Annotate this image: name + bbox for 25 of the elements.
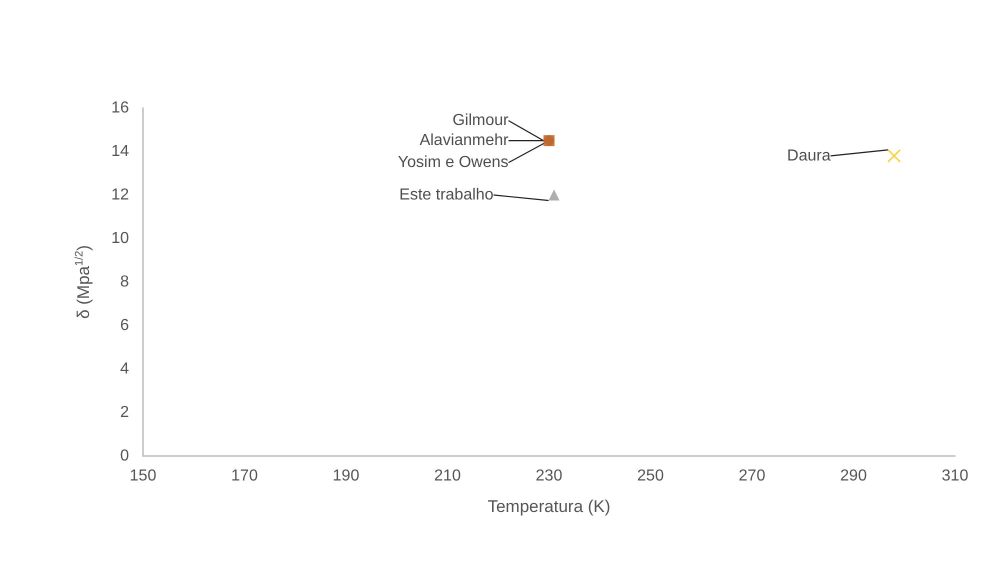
y-tick-label: 8 bbox=[120, 274, 130, 290]
x-tick-label: 270 bbox=[738, 468, 766, 484]
x-tick-label: 250 bbox=[637, 468, 664, 484]
y-tick-label: 0 bbox=[120, 448, 130, 464]
x-tick-label: 230 bbox=[536, 468, 562, 484]
x-tick-label: 210 bbox=[434, 468, 461, 484]
text: Yosim e Owens bbox=[398, 154, 508, 172]
text: Gilmour bbox=[452, 112, 510, 130]
y-tick-label: 6 bbox=[120, 317, 130, 334]
text: Daura bbox=[787, 147, 831, 164]
y-tick-label: 16 bbox=[111, 100, 130, 116]
text: Este trabalho bbox=[399, 186, 494, 204]
y-tick-label: 4 bbox=[120, 360, 130, 378]
x-tick-label: 170 bbox=[231, 468, 258, 484]
text: Alavianmehr bbox=[420, 132, 510, 150]
x-tick-label: 310 bbox=[942, 468, 968, 484]
y-axis-title: δ (Mpa1/2) bbox=[74, 245, 93, 319]
y-tick-label: 10 bbox=[111, 230, 130, 247]
y-tick-label: 2 bbox=[120, 404, 130, 421]
x-tick-label: 150 bbox=[130, 468, 156, 484]
x-axis-title: Temperatura (K) bbox=[488, 497, 610, 516]
x-tick-label: 290 bbox=[840, 468, 867, 484]
x-tick-label: 190 bbox=[332, 468, 360, 484]
y-tick-label: 14 bbox=[111, 143, 130, 160]
y-tick-label: 12 bbox=[111, 186, 130, 204]
